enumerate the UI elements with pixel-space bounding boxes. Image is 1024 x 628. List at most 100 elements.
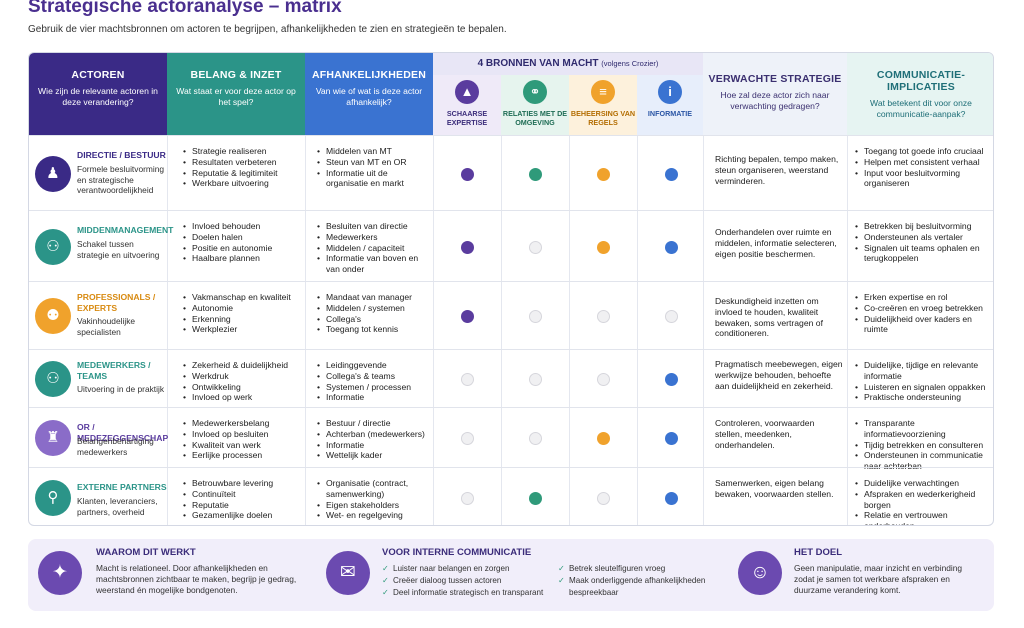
afhankelijkheden-list: Besluiten van directieMedewerkersMiddele… [317, 221, 429, 275]
communicatie-list: Duidelijke, tijdige en relevante informa… [855, 360, 991, 403]
check-item: Deel informatie strategisch en transpara… [382, 587, 552, 599]
afhankelijkheid-item: Toegang tot kennis [317, 324, 429, 335]
belang-item: Zekerheid & duidelijkheid [183, 360, 301, 371]
afhankelijkheid-item: Systemen / processen [317, 382, 429, 393]
person-icon: ♟ [35, 156, 71, 192]
communicatie-list: Toegang tot goede info cruciaalHelpen me… [855, 146, 991, 189]
footer-doel-title: HET DOEL [794, 547, 843, 558]
council-icon: ♜ [35, 420, 71, 456]
communicatie-item: Duidelijkheid over kaders en ruimte [855, 314, 991, 336]
power-source-dot [529, 432, 542, 445]
table-row: ♟ DIRECTIE / BESTUUR Formele besluitvormin… [29, 135, 993, 210]
belang-item: Positie en autonomie [183, 243, 301, 254]
power-source-dot [529, 168, 542, 181]
bron-expertise-label: SCHAARSE EXPERTISE [446, 109, 488, 127]
check-item: Luister naar belangen en zorgen [382, 563, 552, 575]
belang-item: Eerlijke processen [183, 450, 301, 461]
power-source-dot [461, 310, 474, 323]
afhankelijkheden-list: Bestuur / directieAchterban (medewerkers… [317, 418, 429, 461]
communicatie-item: Tijdig betrekken en consulteren [855, 440, 991, 451]
strategie-text: Pragmatisch meebewegen, eigen werkwijze … [715, 359, 843, 391]
table-row: ⚇ MIDDENMANAGEMENT Schakel tussen strategi… [29, 210, 993, 281]
header-bronnen: 4 BRONNEN VAN MACHT (volgens Crozier) [433, 53, 703, 75]
bron-regels-label: BEHEERSING VAN REGELS [570, 109, 636, 127]
actor-name: MIDDENMANAGEMENT [77, 225, 174, 235]
footer-intern-title: VOOR INTERNE COMMUNICATIE [382, 547, 532, 558]
strategie-text: Onderhandelen over ruimte en middelen, i… [715, 227, 837, 259]
power-source-dot [597, 168, 610, 181]
afhankelijkheid-item: Besluiten van directie [317, 221, 429, 232]
info-icon: i [658, 80, 682, 104]
actor-description: Formele besluitvorming en strategische v… [77, 164, 165, 195]
actor-matrix: ACTOREN Wie zijn de relevante actoren in… [28, 52, 994, 526]
communicatie-item: Helpen met consistent verhaal [855, 157, 991, 168]
afhankelijkheden-list: Mandaat van managerMiddelen / systemenCo… [317, 292, 429, 335]
power-source-dot [461, 168, 474, 181]
header-communicatie: COMMUNICATIE-IMPLICATIES Wat betekent di… [847, 53, 993, 135]
belang-item: Ontwikkeling [183, 382, 301, 393]
power-source-dot [665, 241, 678, 254]
communicatie-item: Ondersteunen in communicatie naar achter… [855, 450, 991, 472]
belang-item: Reputatie [183, 500, 301, 511]
communicatie-item: Toegang tot goede info cruciaal [855, 146, 991, 157]
power-source-dot [597, 492, 610, 505]
belang-item: Gezamenlijke doelen [183, 510, 301, 521]
communicatie-item: Signalen uit teams ophalen en terugkoppe… [855, 243, 991, 265]
afhankelijkheden-list: Organisatie (contract, samenwerking)Eige… [317, 478, 429, 521]
handshake-icon: ⚭ [523, 80, 547, 104]
strategie-text: Samenwerken, eigen belang bewaken, voorw… [715, 478, 834, 499]
table-row: ⚲ EXTERNE PARTNERS Klanten, leveranciers, … [29, 467, 993, 525]
table-row: ⚉ PROFESSIONALS / EXPERTS Vakinhoudelijke … [29, 281, 993, 349]
belang-list: Strategie realiserenResultaten verbetere… [183, 146, 301, 189]
afhankelijkheid-item: Achterban (medewerkers) [317, 429, 429, 440]
header-belang-title: BELANG & INZET [190, 69, 282, 81]
belang-item: Werkbare uitvoering [183, 178, 301, 189]
power-source-dot [529, 373, 542, 386]
actor-description: Klanten, leveranciers, partners, overhei… [77, 496, 158, 517]
belang-item: Vakmanschap en kwaliteit [183, 292, 301, 303]
bron-expertise: ▲ SCHAARSE EXPERTISE [433, 75, 501, 135]
header-actoren: ACTOREN Wie zijn de relevante actoren in… [29, 53, 167, 135]
power-source-dot [665, 432, 678, 445]
lightbulb-icon: ✦ [38, 551, 82, 595]
header-belang-sub: Wat staat er voor deze actor op het spel… [176, 86, 296, 107]
header-bronnen-title: 4 BRONNEN VAN MACHT [477, 58, 599, 69]
belang-item: Doelen halen [183, 232, 301, 243]
communicatie-item: Erken expertise en rol [855, 292, 991, 303]
header-afhankelijkheden-sub: Van wie of wat is deze actor afhankelijk… [315, 86, 423, 107]
footer-doel-text: Geen manipulatie, maar inzicht en verbin… [794, 563, 963, 595]
power-source-dot [665, 492, 678, 505]
communicatie-item: Relatie en vertrouwen onderhouden [855, 510, 991, 525]
header-afhankelijkheden-title: AFHANKELIJKHEDEN [311, 69, 427, 81]
afhankelijkheden-list: Middelen van MTSteun van MT en ORInforma… [317, 146, 429, 189]
strategie-text: Richting bepalen, tempo maken, steun org… [715, 154, 839, 186]
communicatie-item: Afspraken en wederkerigheid borgen [855, 489, 991, 511]
power-source-dot [461, 373, 474, 386]
belang-list: Invloed behoudenDoelen halenPositie en a… [183, 221, 301, 264]
belang-item: Strategie realiseren [183, 146, 301, 157]
power-source-dot [597, 432, 610, 445]
table-row: ♜ OR / MEDEZEGGENSCHAP Belangenbehartiging… [29, 407, 993, 471]
column-divider [501, 135, 502, 525]
belang-item: Kwaliteit van werk [183, 440, 301, 451]
belang-list: MedewerkersbelangInvloed op besluitenKwa… [183, 418, 301, 461]
communicatie-item: Transparante informatievoorziening [855, 418, 991, 440]
afhankelijkheid-item: Leidinggevende [317, 360, 429, 371]
belang-item: Medewerkersbelang [183, 418, 301, 429]
actor-name: EXTERNE PARTNERS [77, 482, 167, 492]
afhankelijkheid-item: Wet- en regelgeving [317, 510, 429, 521]
header-strategie-sub: Hoe zal deze actor zich naar verwachting… [720, 90, 830, 111]
actor-name: DIRECTIE / BESTUUR [77, 150, 166, 160]
actor-description: Vakinhoudelijke specialisten [77, 316, 136, 337]
afhankelijkheid-item: Middelen / capaciteit [317, 243, 429, 254]
header-actoren-sub: Wie zijn de relevante actoren in deze ve… [38, 86, 158, 107]
page-subtitle: Gebruik de vier machtsbronnen om actoren… [28, 24, 507, 35]
power-source-dot [597, 310, 610, 323]
afhankelijkheid-item: Collega's & teams [317, 371, 429, 382]
afhankelijkheid-item: Organisatie (contract, samenwerking) [317, 478, 429, 500]
afhankelijkheid-item: Collega's [317, 314, 429, 325]
document-icon: ≡ [591, 80, 615, 104]
belang-item: Erkenning [183, 314, 301, 325]
actor-name: MEDEWERKERS / TEAMS [77, 360, 151, 381]
page-title: Strategische actoranalyse – matrix [28, 0, 342, 17]
